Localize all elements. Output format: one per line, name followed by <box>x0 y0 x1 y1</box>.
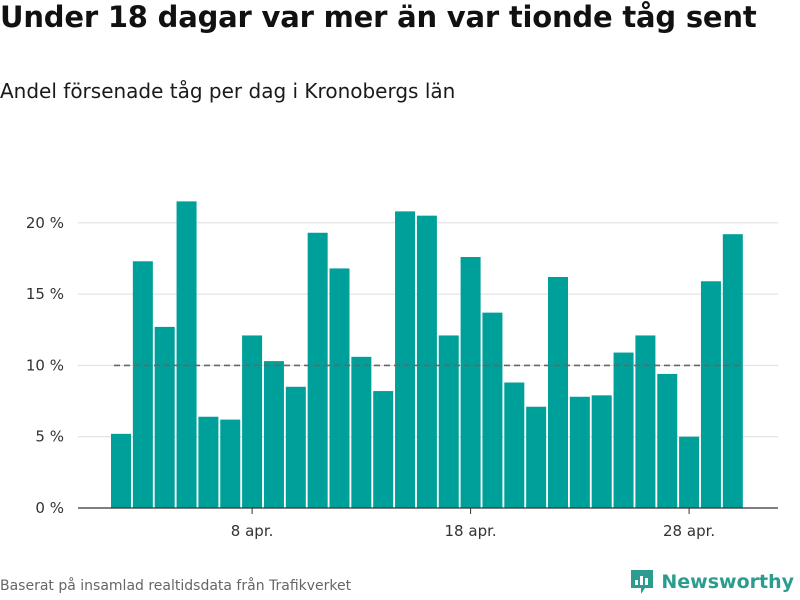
bar <box>679 436 700 508</box>
y-tick-label: 20 % <box>26 214 64 232</box>
brand-name: Newsworthy <box>661 571 794 593</box>
bar <box>548 276 568 508</box>
bar <box>395 211 416 509</box>
bar <box>504 382 525 508</box>
bar <box>591 395 612 508</box>
bar <box>700 281 721 508</box>
bar <box>285 386 306 508</box>
bar <box>482 312 503 508</box>
brand-logo: Newsworthy <box>629 568 794 596</box>
chart-subtitle: Andel försenade tåg per dag i Kronobergs… <box>0 79 456 103</box>
bar <box>351 356 372 508</box>
bar <box>154 326 175 508</box>
bar <box>329 268 350 508</box>
bar <box>373 391 394 508</box>
bar <box>111 433 131 508</box>
x-tick-label: 18 apr. <box>445 522 497 540</box>
y-tick-label: 5 % <box>35 428 64 446</box>
y-tick-label: 0 % <box>35 499 64 517</box>
bar <box>307 232 328 509</box>
newsworthy-logo-icon <box>631 570 654 594</box>
bar <box>416 215 437 509</box>
bar <box>220 419 241 508</box>
bar <box>526 406 547 508</box>
x-tick-label: 28 apr. <box>663 522 715 540</box>
bar <box>198 416 219 508</box>
bar <box>657 373 678 508</box>
bar <box>569 396 590 508</box>
bar <box>613 352 634 508</box>
bar <box>242 335 263 508</box>
bar <box>176 201 197 509</box>
chart-title: Under 18 dagar var mer än var tionde tåg… <box>0 0 757 34</box>
bar <box>460 257 481 508</box>
bar <box>722 234 743 509</box>
bar <box>263 361 284 508</box>
bar <box>438 335 459 508</box>
bar <box>635 335 656 508</box>
bar <box>132 261 153 508</box>
y-tick-label: 15 % <box>26 285 64 303</box>
y-tick-label: 10 % <box>26 356 64 374</box>
x-tick-label: 8 apr. <box>231 522 274 540</box>
source-note: Baserat på insamlad realtidsdata från Tr… <box>0 578 352 594</box>
